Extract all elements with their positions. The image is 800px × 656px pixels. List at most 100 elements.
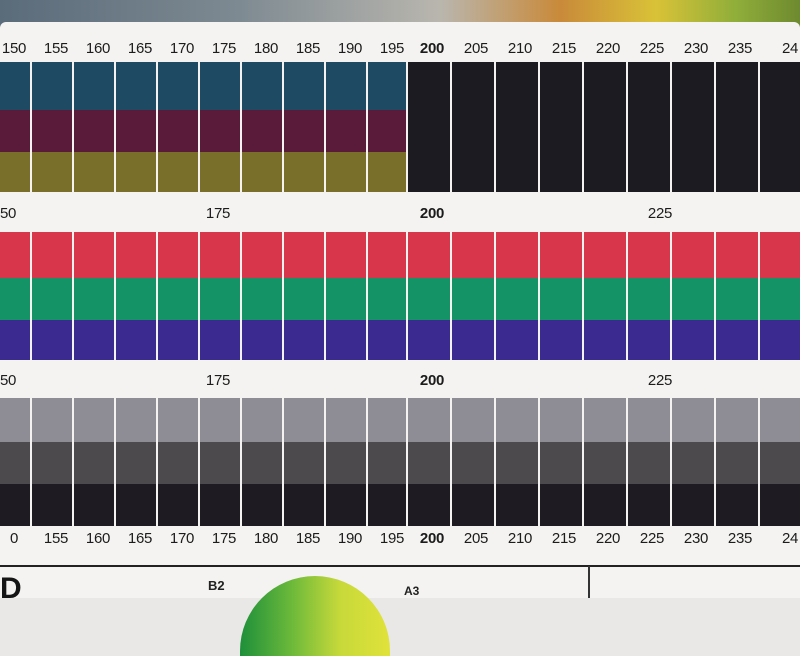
a3-label: A3 [404,584,420,598]
section-letter: D [0,572,22,605]
column-divider [324,398,326,526]
scale-label: 185 [295,530,321,547]
scale-label: 225 [647,205,673,222]
stripe-near-black [0,484,800,526]
scale-label: 235 [727,40,753,57]
scale-label: 215 [551,530,577,547]
scale-label: 175 [211,40,237,57]
column-divider [30,398,32,526]
scale-label: 175 [211,530,237,547]
column-divider [156,398,158,526]
scale-label: 155 [43,40,69,57]
color-chart-sheet: 150 155 160 165 170 175 180 185 190 195 200 205 210 2… [0,22,800,598]
column-divider [366,398,368,526]
scale-label: 210 [507,530,533,547]
scale-label: 225 [639,530,665,547]
column-divider [282,232,284,360]
scale-label: 24 [781,530,799,547]
scale-label: 0 [9,530,19,547]
column-divider [366,62,368,192]
scale-label: 180 [253,530,279,547]
scale-label: 210 [507,40,533,57]
mid-scale-labels-1: 50 175 200 225 [0,205,800,227]
scale-label: 205 [463,530,489,547]
color-band-1 [0,62,800,192]
column-divider [758,232,760,360]
column-divider [626,232,628,360]
column-divider [282,398,284,526]
stripe-dark [406,62,800,192]
stripe-dark-gray [0,442,800,484]
column-divider [450,398,452,526]
column-divider [406,62,408,192]
scale-label: 175 [205,372,231,389]
column-divider [714,398,716,526]
scale-label: 225 [647,372,673,389]
scale-label: 235 [727,530,753,547]
stripe-green [0,278,800,320]
column-divider [670,398,672,526]
column-divider [450,232,452,360]
scale-label: 160 [85,40,111,57]
column-divider [582,232,584,360]
column-divider [714,62,716,192]
column-divider [758,398,760,526]
scale-label: 185 [295,40,321,57]
scale-label: 170 [169,40,195,57]
color-band-2 [0,232,800,360]
scale-label: 220 [595,40,621,57]
column-divider [240,232,242,360]
column-divider [538,62,540,192]
column-divider [198,62,200,192]
column-divider [114,398,116,526]
scale-label: 230 [683,40,709,57]
column-divider [72,232,74,360]
scale-label: 190 [337,530,363,547]
scale-label: 200 [419,205,445,222]
column-divider [72,398,74,526]
b2-label: B2 [208,578,225,593]
column-divider [156,232,158,360]
footer-divider [588,566,590,598]
stripe-violet [0,320,800,360]
stripe-light-gray [0,398,800,442]
scale-label: 50 [0,205,17,222]
column-divider [494,62,496,192]
scale-label: 200 [419,40,445,57]
column-divider [198,398,200,526]
column-divider [156,62,158,192]
column-divider [30,232,32,360]
color-band-3 [0,398,800,526]
scale-label: 195 [379,40,405,57]
column-divider [494,232,496,360]
scale-label: 230 [683,530,709,547]
top-scale-labels: 150 155 160 165 170 175 180 185 190 195 200 205 210 2… [0,40,800,62]
column-divider [324,232,326,360]
scale-label: 165 [127,530,153,547]
column-divider [670,232,672,360]
column-divider [30,62,32,192]
column-divider [758,62,760,192]
column-divider [240,398,242,526]
column-divider [582,398,584,526]
scale-label: 205 [463,40,489,57]
footer-rule [0,565,800,567]
column-divider [324,62,326,192]
scale-label: 195 [379,530,405,547]
column-divider [406,232,408,360]
scale-label: 215 [551,40,577,57]
scale-label: 220 [595,530,621,547]
column-divider [626,398,628,526]
column-divider [114,62,116,192]
column-divider [406,398,408,526]
column-divider [282,62,284,192]
column-divider [582,62,584,192]
column-divider [198,232,200,360]
column-divider [450,62,452,192]
column-divider [494,398,496,526]
scale-label: 225 [639,40,665,57]
mid-scale-labels-2: 50 175 200 225 [0,372,800,394]
column-divider [366,232,368,360]
scale-label: 180 [253,40,279,57]
scale-label: 24 [781,40,799,57]
